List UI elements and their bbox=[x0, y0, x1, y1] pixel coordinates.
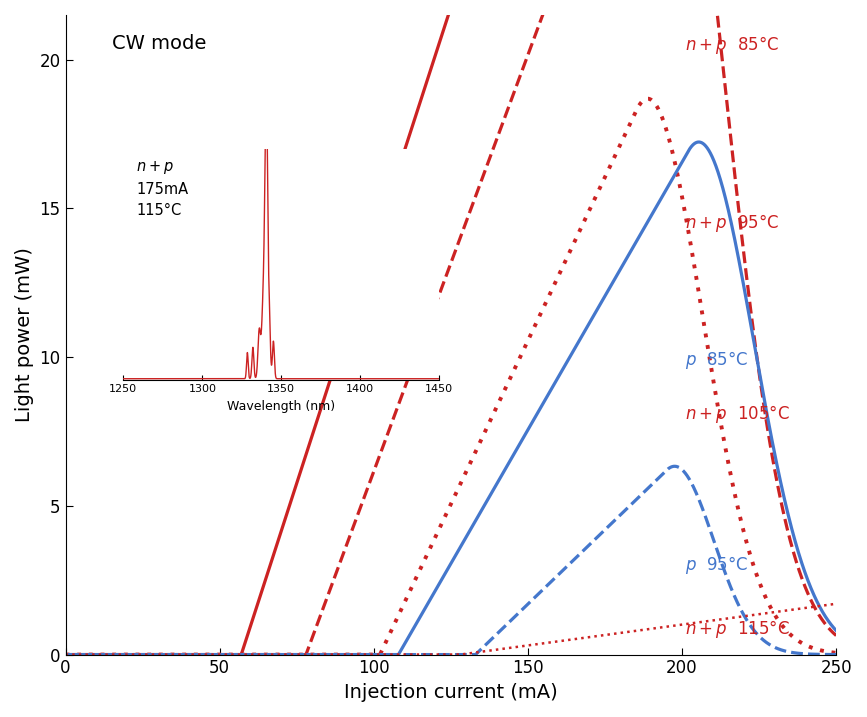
X-axis label: Injection current (mA): Injection current (mA) bbox=[344, 683, 557, 702]
Text: $\mathit{p}$  95°C: $\mathit{p}$ 95°C bbox=[685, 554, 748, 576]
Text: CW mode: CW mode bbox=[112, 34, 206, 53]
Text: $\mathit{n+p}$  95°C: $\mathit{n+p}$ 95°C bbox=[685, 212, 779, 234]
Y-axis label: Light power (mW): Light power (mW) bbox=[15, 247, 34, 422]
Text: $\mathit{n+p}$  105°C: $\mathit{n+p}$ 105°C bbox=[685, 403, 790, 424]
Text: $\mathit{p}$  85°C: $\mathit{p}$ 85°C bbox=[685, 349, 748, 371]
Text: $\mathit{n+p}$  85°C: $\mathit{n+p}$ 85°C bbox=[685, 34, 779, 56]
Text: $\mathit{n+p}$  115°C: $\mathit{n+p}$ 115°C bbox=[685, 618, 790, 640]
